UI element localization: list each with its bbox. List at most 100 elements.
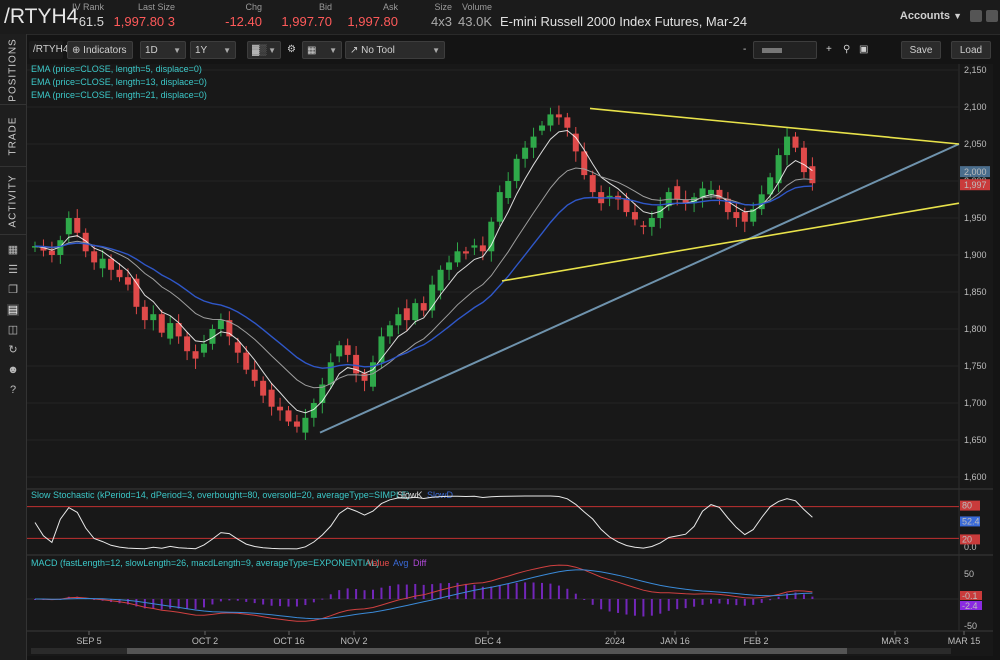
tab-trade[interactable]: TRADE xyxy=(0,106,26,167)
macd-histogram-bar xyxy=(456,582,459,599)
candle-body xyxy=(386,325,393,337)
accounts-menu[interactable]: Accounts ▼ xyxy=(900,10,962,22)
candle-body xyxy=(74,218,81,233)
candle-body xyxy=(547,114,554,126)
quote-field-value: 1,997.80 3 xyxy=(113,14,175,29)
save-button[interactable]: Save xyxy=(901,41,941,59)
history-icon[interactable]: ↻ xyxy=(8,344,18,356)
zoom-slider[interactable] xyxy=(753,41,817,59)
copy-icon[interactable]: ❐ xyxy=(8,284,18,296)
price-tick-label: 1,900 xyxy=(964,250,987,260)
tab-positions[interactable]: POSITIONS xyxy=(0,36,26,105)
macd-histogram-bar xyxy=(304,599,307,606)
people-icon[interactable]: ☻ xyxy=(7,364,19,376)
price-tick-label: 1,950 xyxy=(964,213,987,223)
load-button[interactable]: Load xyxy=(951,41,991,59)
date-tick-label: OCT 2 xyxy=(192,636,218,646)
candle-body xyxy=(522,147,529,159)
candle-body xyxy=(201,343,207,353)
chevron-down-icon: ▼ xyxy=(432,46,440,55)
macd-histogram-bar xyxy=(287,599,290,607)
price-tick-label: 1,700 xyxy=(964,398,987,408)
macd-histogram-bar xyxy=(659,599,662,614)
tab-activity[interactable]: ACTIVITY xyxy=(0,168,26,235)
quote-field-label: Bid xyxy=(318,2,332,12)
macd-histogram-bar xyxy=(388,585,391,599)
quote-field-label: Size xyxy=(434,2,452,12)
macd-histogram-bar xyxy=(490,586,493,599)
macd-histogram-bar xyxy=(312,599,315,603)
macd-histogram-bar xyxy=(718,599,721,604)
period-select[interactable]: 1Y ▼ xyxy=(190,41,236,59)
candle-body xyxy=(446,262,453,270)
candle-body xyxy=(116,269,123,278)
candle-body xyxy=(767,177,774,195)
candle-body xyxy=(488,221,495,252)
tab-activity-label: ACTIVITY xyxy=(7,174,19,228)
candle-body xyxy=(336,345,343,357)
candle-body xyxy=(699,188,706,198)
quote-field-label: IV Rank xyxy=(71,2,104,12)
drawing-tool-value: No Tool xyxy=(361,45,395,56)
candle-body xyxy=(293,421,300,427)
candle-body xyxy=(319,384,326,403)
date-tick-label: JAN 16 xyxy=(660,636,690,646)
candle-body xyxy=(581,151,588,176)
candle-body xyxy=(260,380,267,396)
macd-histogram-bar xyxy=(650,599,653,616)
macd-histogram-bar xyxy=(557,585,560,599)
gear-icon[interactable]: ⚙ xyxy=(287,44,296,55)
date-tick-label: SEP 5 xyxy=(76,636,101,646)
candle-body xyxy=(378,336,385,363)
macd-marker xyxy=(960,601,982,610)
grid-icon[interactable]: ▦ xyxy=(7,244,19,256)
indicators-button[interactable]: ⊕ Indicators xyxy=(67,41,133,59)
macd-histogram-bar xyxy=(372,589,374,599)
zoom-slider-handle[interactable] xyxy=(762,48,782,53)
macd-histogram-bar xyxy=(777,596,780,599)
macd-tick-label: -50 xyxy=(964,621,977,631)
macd-tick-label: 50 xyxy=(964,569,974,579)
date-tick-label: MAR 3 xyxy=(881,636,909,646)
studies-button[interactable]: ▦ ▼ xyxy=(302,41,342,59)
candle-body xyxy=(750,209,757,222)
close-icon[interactable] xyxy=(986,10,998,22)
macd-histogram-bar xyxy=(177,599,180,609)
chart-style-button[interactable]: ▓░ ▼ xyxy=(247,41,281,59)
last-price-marker xyxy=(960,166,990,178)
chart-icon[interactable]: ▤ xyxy=(7,304,19,316)
last-price-label: 1,997 xyxy=(964,180,987,190)
chart-symbol-field[interactable]: /RTYH4 xyxy=(29,41,68,59)
macd-histogram-bar xyxy=(633,599,636,616)
restore-icon[interactable]: ▣ xyxy=(859,44,869,55)
macd-histogram-bar xyxy=(253,599,256,604)
macd-histogram-bar xyxy=(693,599,696,607)
zoom-in-icon[interactable]: + xyxy=(826,44,832,55)
layout-icon[interactable]: ◫ xyxy=(7,324,19,336)
magnifier-icon[interactable]: ⚲ xyxy=(843,44,851,55)
drawing-tool-select[interactable]: ↗ No Tool ▼ xyxy=(345,41,445,59)
macd-histogram-bar xyxy=(473,584,476,599)
help-icon[interactable]: ? xyxy=(9,384,17,396)
aggregation-select[interactable]: 1D ▼ xyxy=(140,41,186,59)
zoom-out-icon[interactable]: - xyxy=(743,44,747,55)
price-chart[interactable]: 2,150 2,100 2,050 2,000 1,950 1,900 1,850 1,800… xyxy=(27,64,993,656)
indicators-icon: ⊕ xyxy=(72,45,84,56)
minimize-icon[interactable] xyxy=(970,10,982,22)
chevron-down-icon: ▼ xyxy=(268,46,276,55)
macd-histogram-bar xyxy=(667,599,670,611)
macd-histogram-bar xyxy=(794,592,797,599)
macd-histogram-bar xyxy=(143,599,146,609)
candle-body xyxy=(251,369,258,381)
candle-body xyxy=(234,342,241,353)
list-icon[interactable]: ☰ xyxy=(8,264,18,276)
macd-histogram-bar xyxy=(710,599,712,604)
quote-field-label: Last Size xyxy=(137,2,175,12)
symbol-title[interactable]: /RTYH4 xyxy=(4,5,79,28)
macd-histogram-bar xyxy=(684,599,687,609)
candle-body xyxy=(784,136,791,156)
date-tick-label: NOV 2 xyxy=(340,636,367,646)
macd-legend: MACD (fastLength=12, slowLength=26, macd… xyxy=(31,558,379,568)
candle-body xyxy=(277,406,284,411)
ema-line xyxy=(34,185,813,369)
